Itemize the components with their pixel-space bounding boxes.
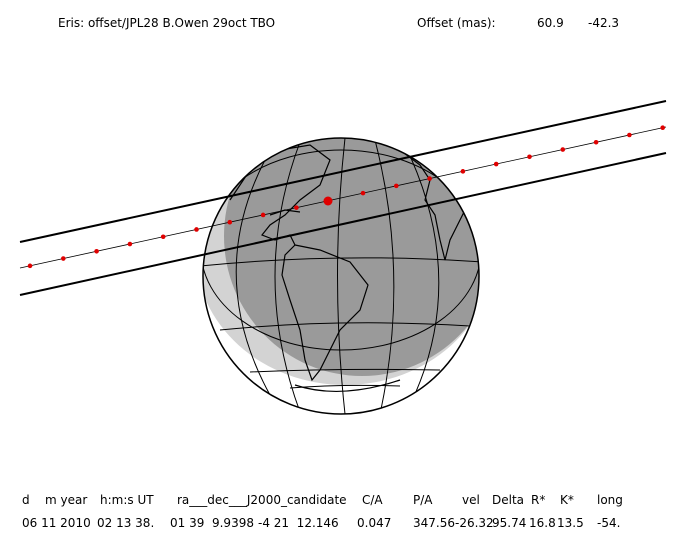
cell: 06 11 2010 xyxy=(22,516,91,530)
column-header: long xyxy=(597,493,623,507)
time-marker xyxy=(227,219,233,225)
time-marker xyxy=(593,139,599,145)
time-marker xyxy=(627,132,632,138)
time-marker xyxy=(427,176,432,181)
cell: -4 21 12.146 xyxy=(258,516,339,530)
cell: 347.56 xyxy=(413,516,455,530)
title: Eris: offset/JPL28 B.Owen 29oct TBO xyxy=(58,16,275,30)
south-limit xyxy=(19,152,667,296)
time-marker xyxy=(560,147,566,152)
column-header: vel xyxy=(462,493,480,507)
cell: 02 13 38. xyxy=(97,516,154,530)
time-marker xyxy=(360,190,366,196)
time-marker xyxy=(127,241,133,247)
cell: 13.5 xyxy=(557,516,584,530)
cell: 95.74 xyxy=(492,516,526,530)
column-header: ra___dec___J2000_candidate xyxy=(177,493,347,507)
column-header: R* xyxy=(531,493,545,507)
cell: 0.047 xyxy=(357,516,391,530)
cell: 01 39 9.9398 xyxy=(170,516,254,530)
time-marker xyxy=(460,169,466,174)
time-marker xyxy=(194,227,199,232)
column-header: h:m:s UT xyxy=(100,493,154,507)
closest-approach xyxy=(323,196,333,206)
time-marker xyxy=(94,248,99,254)
time-marker xyxy=(260,212,266,218)
time-marker xyxy=(160,234,166,240)
offset-label: Offset (mas): xyxy=(417,16,496,30)
time-marker xyxy=(294,205,299,210)
globe xyxy=(202,137,480,415)
time-marker xyxy=(493,161,499,167)
time-marker xyxy=(394,183,399,189)
column-header: P/A xyxy=(413,493,433,507)
time-marker xyxy=(61,256,66,261)
time-marker xyxy=(660,125,665,131)
cell: -54. xyxy=(597,516,620,530)
column-header: Delta xyxy=(492,493,524,507)
time-marker xyxy=(27,263,33,269)
offset-y: -42.3 xyxy=(588,16,619,30)
column-header: C/A xyxy=(362,493,383,507)
north-limit xyxy=(19,100,667,243)
column-header: m year xyxy=(45,493,87,507)
cell: -26.32 xyxy=(455,516,494,530)
cell: 16.8 xyxy=(529,516,556,530)
column-header: K* xyxy=(560,493,574,507)
time-marker xyxy=(527,154,532,160)
offset-x: 60.9 xyxy=(537,16,564,30)
column-header: d xyxy=(22,493,30,507)
result-table: d m year h:m:s UT ra___dec___J2000_candidat… xyxy=(22,493,623,530)
